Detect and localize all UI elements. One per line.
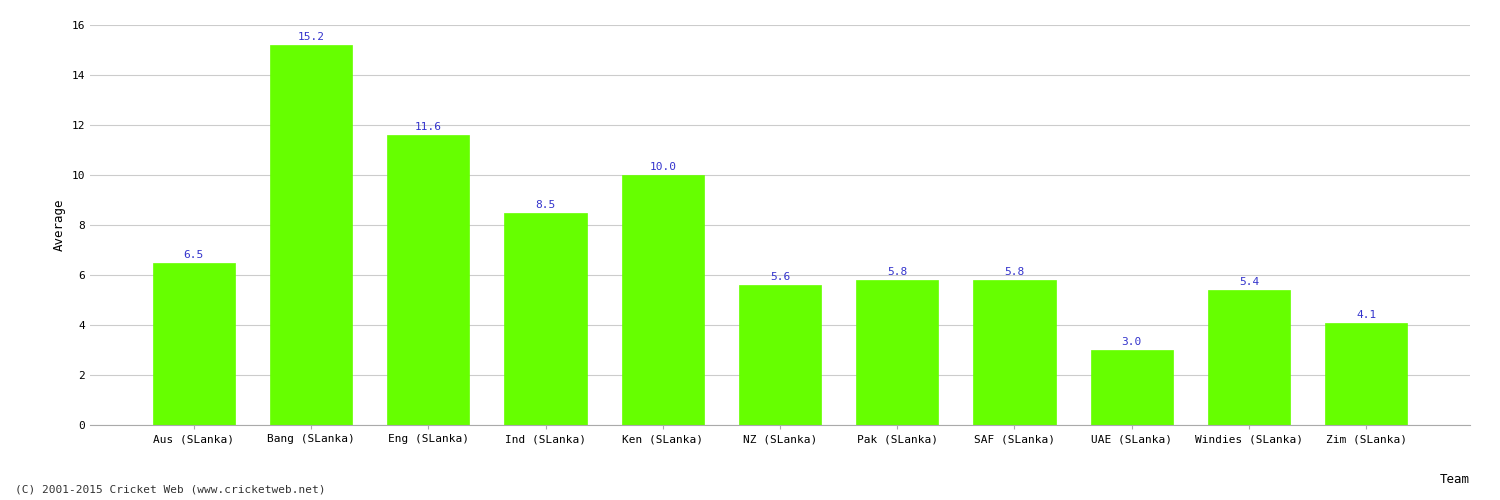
Bar <box>1090 350 1173 425</box>
Bar <box>153 262 236 425</box>
Text: 4.1: 4.1 <box>1356 310 1377 320</box>
Text: 10.0: 10.0 <box>650 162 676 172</box>
Text: Team: Team <box>1440 473 1470 486</box>
Text: 3.0: 3.0 <box>1122 337 1142 347</box>
Bar <box>270 45 352 425</box>
Text: 6.5: 6.5 <box>183 250 204 260</box>
Bar <box>504 212 586 425</box>
Text: 8.5: 8.5 <box>536 200 555 209</box>
Bar <box>1324 322 1407 425</box>
Text: 15.2: 15.2 <box>297 32 324 42</box>
Text: 5.4: 5.4 <box>1239 277 1258 287</box>
Text: 5.8: 5.8 <box>886 267 908 277</box>
Bar <box>621 175 704 425</box>
Text: 5.8: 5.8 <box>1005 267 1025 277</box>
Bar <box>856 280 939 425</box>
Bar <box>740 285 821 425</box>
Bar <box>1208 290 1290 425</box>
Text: 5.6: 5.6 <box>770 272 790 282</box>
Text: 11.6: 11.6 <box>416 122 442 132</box>
Y-axis label: Average: Average <box>53 198 66 251</box>
Bar <box>387 135 470 425</box>
Text: (C) 2001-2015 Cricket Web (www.cricketweb.net): (C) 2001-2015 Cricket Web (www.cricketwe… <box>15 485 326 495</box>
Bar <box>974 280 1056 425</box>
